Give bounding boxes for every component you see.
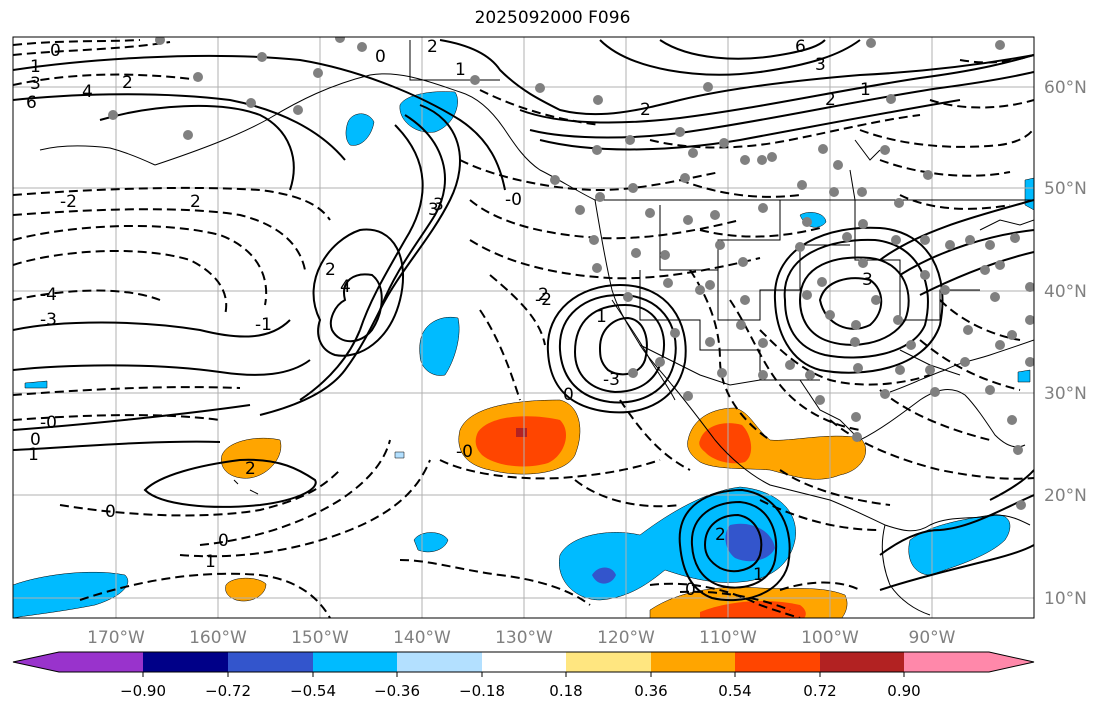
colorbar-tick-label: −0.54 [290, 682, 336, 700]
contour-label: 2 [715, 525, 726, 545]
map-title: 2025092000 F096 [474, 8, 631, 28]
longitude-labels: 170°W 160°W 150°W 140°W 130°W 120°W 110°… [87, 628, 956, 648]
contour-label: 2 [245, 459, 256, 479]
contour-label: 3 [428, 200, 439, 220]
contour-label: -4 [40, 285, 57, 305]
contour-label: 2 [640, 100, 651, 120]
contour-label: 3 [433, 195, 444, 215]
lat-label: 50°N [1044, 179, 1087, 199]
contour-label: 1 [860, 80, 871, 100]
contour-label: -3 [603, 370, 620, 390]
lon-label: 170°W [87, 628, 145, 648]
negative-anomaly-off-california [419, 317, 460, 376]
lon-label: 140°W [393, 628, 451, 648]
contour-label: 1 [205, 552, 216, 572]
contour-label: 1 [30, 57, 41, 77]
contour-label: -2 [60, 192, 77, 212]
contour-label: 3 [862, 270, 873, 290]
contour-label: 0 [563, 385, 574, 405]
negative-anomaly-west-pacific [24, 380, 48, 389]
negative-anomaly-north-pacific [345, 113, 375, 146]
contour-label: 4 [82, 82, 93, 102]
colorbar-tick-label: 0.90 [887, 682, 920, 700]
contour-label: 1 [28, 445, 39, 465]
contour-label: 3 [815, 55, 826, 75]
contour-label: 0 [105, 502, 116, 522]
colorbar-tick-label: −0.18 [459, 682, 505, 700]
lon-label: 120°W [597, 628, 655, 648]
contour-label: -1 [255, 315, 272, 335]
lon-label: 150°W [291, 628, 349, 648]
contour-label: 3 [30, 74, 41, 94]
negative-anomaly-small-3 [1024, 177, 1034, 211]
colorbar-tick-label: 0.18 [549, 682, 582, 700]
negative-anomaly-tropics-core [725, 523, 775, 562]
positive-anomalies [221, 399, 866, 618]
colorbar-bin [143, 652, 228, 672]
contour-label: 0 [685, 580, 696, 600]
lat-label: 40°N [1044, 282, 1087, 302]
negative-anomaly-south-pacific [13, 571, 129, 618]
colorbar-tick-label: −0.72 [205, 682, 251, 700]
lat-label: 30°N [1044, 384, 1087, 404]
colorbar-bin [651, 652, 735, 672]
contour-label: 0 [218, 531, 229, 551]
positive-anomaly-mexico-core [699, 423, 752, 464]
contour-label: 2 [190, 192, 201, 212]
contour-label: 6 [26, 93, 37, 113]
positive-anomaly-hawaii [221, 437, 282, 479]
colorbar-bin [228, 652, 313, 672]
colorbar-bin [820, 652, 904, 672]
colorbar-tick-label: −0.90 [120, 682, 166, 700]
contour-label: 0 [30, 430, 41, 450]
lat-label: 20°N [1044, 486, 1087, 506]
contour-label: -0 [40, 413, 57, 433]
colorbar-tick-label: −0.36 [374, 682, 420, 700]
lon-label: 90°W [909, 628, 956, 648]
contour-label: 2 [122, 73, 133, 93]
map-border [12, 36, 1035, 619]
dashed-contours [13, 39, 1034, 618]
contour-label: 2 [538, 285, 549, 305]
lat-label: 60°N [1044, 78, 1087, 98]
contour-label: -2 [535, 290, 552, 310]
contour-label: -0 [456, 442, 473, 462]
lon-label: 110°W [699, 628, 757, 648]
contour-labels: 0 1 3 4 2 6 2 0 3 -2 2 -4 -3 4 2 -1 -0 0… [26, 37, 873, 600]
colorbar-over-arrow [904, 652, 1034, 672]
colorbar-tick-label: 0.72 [803, 682, 836, 700]
graticule [13, 37, 1034, 618]
contour-label: 2 [427, 37, 438, 57]
contour-label: 1 [753, 565, 764, 585]
colorbar-bin [482, 652, 566, 672]
colorbar-bin [397, 652, 482, 672]
contour-label: -3 [40, 310, 57, 330]
lon-label: 160°W [189, 628, 247, 648]
colorbar: −0.90 −0.72 −0.54 −0.36 −0.18 0.18 0.36 … [12, 651, 1035, 700]
colorbar-bin [735, 652, 820, 672]
solid-contours [13, 39, 1034, 602]
colorbar-bin [566, 652, 651, 672]
contour-label: -0 [505, 190, 522, 210]
colorbar-tick-label: 0.54 [718, 682, 751, 700]
contour-label: 4 [340, 277, 351, 297]
contour-label: 0 [50, 41, 61, 61]
colorbar-under-arrow [13, 652, 143, 672]
contour-label: 1 [455, 60, 466, 80]
positive-anomaly-max [516, 428, 527, 437]
contour-label: 1 [596, 307, 607, 327]
contour-label: 2 [325, 260, 336, 280]
contour-label: 2 [825, 90, 836, 110]
colorbar-bin [313, 652, 397, 672]
lat-label: 10°N [1044, 589, 1087, 609]
contour-label: 0 [375, 47, 386, 67]
positive-anomaly-central-pacific-core [475, 416, 567, 467]
lon-label: 100°W [801, 628, 859, 648]
station-markers [108, 37, 1034, 510]
colorbar-tick-label: 0.36 [634, 682, 667, 700]
contour-label: 6 [795, 37, 806, 57]
lon-label: 130°W [495, 628, 553, 648]
latitude-labels: 60°N 50°N 40°N 30°N 20°N 10°N [1044, 78, 1087, 609]
